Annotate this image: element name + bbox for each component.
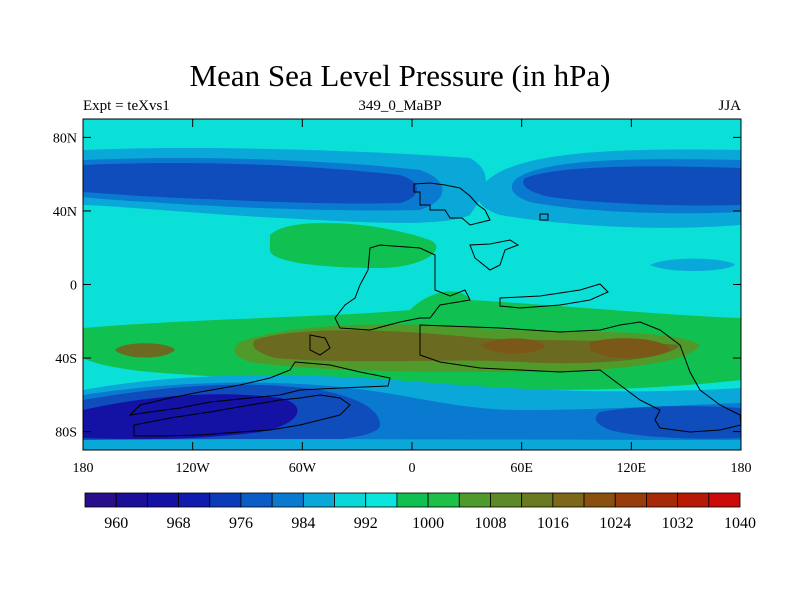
coast-north-b: [469, 239, 520, 271]
colorbar-swatch: [334, 492, 367, 508]
pacific-small-low: [650, 258, 735, 272]
colorbar-swatch: [583, 492, 616, 508]
colorbar-swatch: [365, 492, 398, 508]
colorbar-swatch: [240, 492, 273, 508]
north-high: [270, 222, 437, 268]
colorbar-label: 992: [354, 515, 378, 532]
coast-east-a: [499, 283, 609, 309]
lon-tick-label: 0: [409, 461, 416, 476]
colorbar-swatch: [677, 492, 710, 508]
coast-south-a: [128, 361, 391, 416]
colorbar-swatch: [84, 492, 117, 508]
south-high-peak-a: [480, 338, 545, 354]
lon-tick-label: 180: [731, 461, 752, 476]
pressure-field: [83, 119, 741, 450]
experiment-label: Expt = teXvs1: [83, 98, 170, 114]
lat-tick-label: 40N: [53, 205, 77, 220]
lat-tick-label: 0: [70, 279, 77, 294]
lon-tick-label: 120W: [176, 461, 211, 476]
axis-ticks: 80N 40N 0 40S 80S 180 120W 60W 0 60E 120E 180: [53, 119, 752, 476]
colorbar-swatch: [552, 492, 585, 508]
south-high-west: [115, 343, 175, 358]
lat-tick-label: 80S: [55, 426, 77, 441]
south-high-peak-b: [590, 338, 670, 359]
colorbar-swatch: [115, 492, 148, 508]
lat-tick-label: 80N: [53, 131, 77, 146]
coastlines: [128, 182, 741, 437]
coast-island: [539, 213, 549, 221]
season-label: JJA: [718, 98, 741, 114]
colorbar-label: 1016: [537, 515, 569, 532]
colorbar-swatch: [178, 492, 211, 508]
coast-south-b: [133, 394, 351, 437]
colorbar-label: 1032: [662, 515, 694, 532]
time-label: 349_0_MaBP: [358, 98, 442, 114]
colorbar-swatch: [209, 492, 242, 508]
lon-tick-label: 60W: [289, 461, 317, 476]
colorbar-label: 968: [167, 515, 191, 532]
colorbar-label: 960: [104, 515, 128, 532]
coast-north-a: [413, 182, 491, 226]
colorbar-swatch: [427, 492, 460, 508]
lon-tick-label: 120E: [617, 461, 647, 476]
lon-tick-label: 60E: [510, 461, 533, 476]
colorbar-swatch: [646, 492, 679, 508]
colorbar-label: 1024: [599, 515, 631, 532]
coast-central: [334, 244, 471, 331]
colorbar-label: 1008: [474, 515, 506, 532]
colorbar-swatch: [708, 492, 741, 508]
colorbar-swatch: [396, 492, 429, 508]
colorbar-swatch: [490, 492, 523, 508]
north-low-west-core: [83, 163, 417, 204]
south-low-west-core: [83, 394, 298, 440]
colorbar-swatch: [521, 492, 554, 508]
colorbar: 960 968 976 984 992 1000 1008 1016 1024 1032 1040: [84, 492, 756, 532]
colorbar-label: 976: [229, 515, 253, 532]
coast-east-b: [419, 321, 741, 433]
colorbar-swatch: [146, 492, 179, 508]
colorbar-label: 1000: [412, 515, 444, 532]
coast-small-a: [309, 334, 331, 356]
colorbar-label: 984: [291, 515, 315, 532]
colorbar-swatch: [271, 492, 304, 508]
colorbar-label: 1040: [724, 515, 756, 532]
north-low-east-core: [523, 166, 741, 206]
colorbar-swatch: [458, 492, 491, 508]
colorbar-swatch: [614, 492, 647, 508]
lat-tick-label: 40S: [55, 352, 77, 367]
colorbar-swatch: [302, 492, 335, 508]
lon-tick-label: 180: [73, 461, 94, 476]
north-polar-band: [83, 119, 741, 150]
chart-title: Mean Sea Level Pressure (in hPa): [189, 58, 611, 93]
south-high-core: [253, 330, 680, 364]
